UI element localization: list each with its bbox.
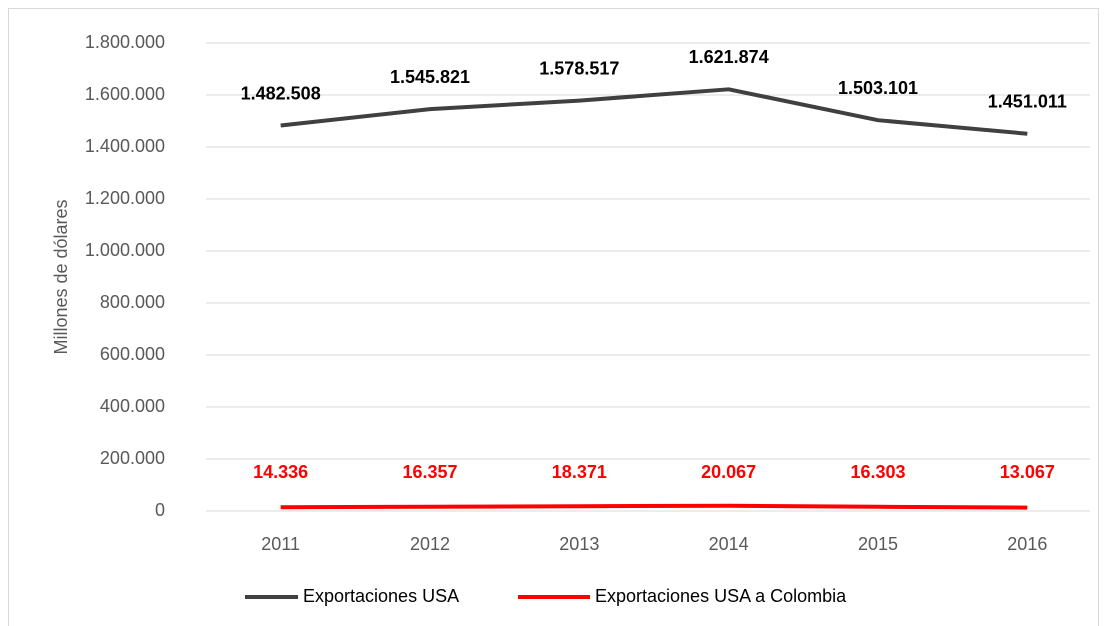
series-line [280, 87, 1028, 136]
y-tick-label: 1.000.000 [85, 240, 165, 260]
y-tick-label: 1.200.000 [85, 188, 165, 208]
data-label: 16.357 [402, 462, 457, 482]
x-tick-label: 2011 [261, 534, 300, 554]
data-label: 1.482.508 [241, 83, 321, 103]
y-tick-label: 1.800.000 [85, 32, 165, 52]
data-label: 13.067 [1000, 462, 1055, 482]
data-label: 16.303 [850, 462, 905, 482]
x-tick-label: 2015 [858, 534, 898, 554]
y-tick-label: 1.400.000 [85, 136, 165, 156]
x-tick-label: 2012 [410, 534, 450, 554]
y-tick-label: 800.000 [100, 292, 165, 312]
legend-label: Exportaciones USA a Colombia [595, 586, 847, 606]
y-axis-label: Millones de dólares [51, 199, 71, 354]
legend-label: Exportaciones USA [303, 586, 459, 606]
chart-frame [8, 8, 1099, 626]
y-tick-label: 400.000 [100, 396, 165, 416]
y-tick-label: 600.000 [100, 344, 165, 364]
series-line [280, 503, 1028, 510]
y-tick-label: 1.600.000 [85, 84, 165, 104]
x-tick-label: 2016 [1007, 534, 1047, 554]
data-label: 20.067 [701, 462, 756, 482]
data-label: 1.503.101 [838, 78, 918, 98]
data-label: 1.451.011 [988, 91, 1067, 111]
data-label: 1.545.821 [390, 67, 470, 87]
data-label: 1.621.874 [689, 47, 769, 67]
y-tick-label: 200.000 [100, 448, 165, 468]
x-tick-label: 2013 [559, 534, 599, 554]
x-tick-label: 2014 [709, 534, 749, 554]
data-label: 1.578.517 [539, 58, 619, 78]
data-label: 14.336 [253, 462, 308, 482]
y-tick-label: 0 [155, 500, 165, 520]
data-label: 18.371 [552, 462, 607, 482]
